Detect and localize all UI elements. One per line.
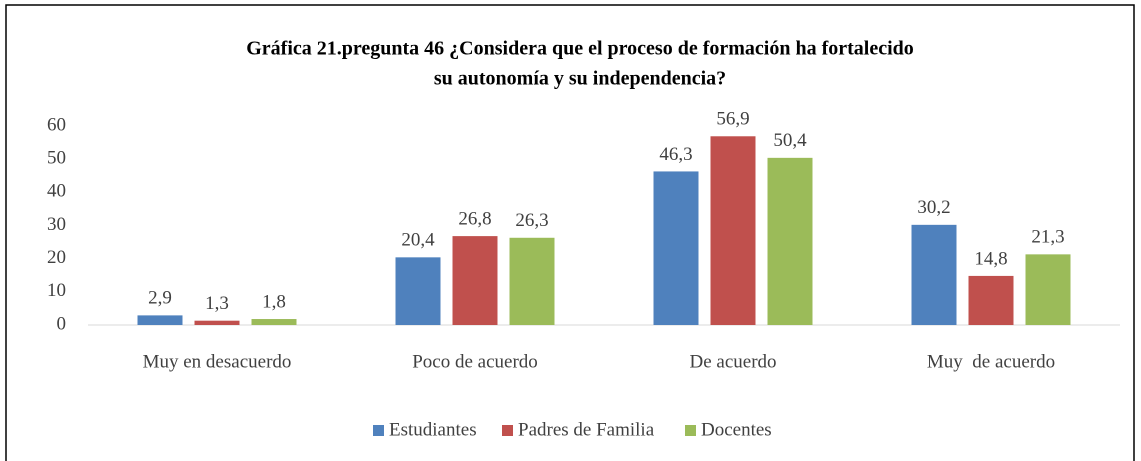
data-label: 26,8 xyxy=(458,208,491,229)
bar xyxy=(767,157,813,325)
bar xyxy=(911,224,957,325)
bar xyxy=(137,315,183,325)
legend-label: Padres de Familia xyxy=(518,419,655,440)
bar xyxy=(194,320,240,325)
y-tick-label: 10 xyxy=(47,280,66,301)
x-tick-label: Muy de acuerdo xyxy=(927,351,1055,372)
y-tick-label: 60 xyxy=(47,114,66,135)
bar xyxy=(653,171,699,325)
data-label: 56,9 xyxy=(716,109,749,130)
y-tick-label: 50 xyxy=(47,148,66,169)
data-label: 30,2 xyxy=(917,197,950,218)
y-tick-label: 40 xyxy=(47,181,66,202)
y-tick-label: 20 xyxy=(47,247,66,268)
data-label: 26,3 xyxy=(515,210,548,231)
legend-swatch xyxy=(685,425,696,436)
data-label: 21,3 xyxy=(1031,227,1064,248)
bar xyxy=(395,257,441,325)
data-label: 20,4 xyxy=(401,230,435,251)
y-tick-label: 0 xyxy=(57,313,67,334)
y-tick-label: 30 xyxy=(47,214,66,235)
chart-title: Gráfica 21.pregunta 46 ¿Considera que el… xyxy=(246,38,914,60)
data-label: 14,8 xyxy=(974,248,1007,269)
bar xyxy=(1025,254,1071,325)
data-label: 2,9 xyxy=(148,288,172,309)
x-tick-label: Poco de acuerdo xyxy=(412,351,538,372)
x-tick-label: De acuerdo xyxy=(689,351,776,372)
bar xyxy=(509,237,555,325)
bar xyxy=(251,319,297,325)
data-label: 50,4 xyxy=(773,130,807,151)
legend-swatch xyxy=(373,425,384,436)
chart-title: su autonomía y su independencia? xyxy=(434,68,726,90)
data-label: 1,3 xyxy=(205,293,229,314)
legend-swatch xyxy=(502,425,513,436)
bar xyxy=(710,136,756,325)
data-label: 46,3 xyxy=(659,144,692,165)
legend-label: Estudiantes xyxy=(389,419,477,440)
data-label: 1,8 xyxy=(262,291,286,312)
bar xyxy=(452,236,498,325)
bar xyxy=(968,275,1014,325)
x-tick-label: Muy en desacuerdo xyxy=(143,351,292,372)
legend-label: Docentes xyxy=(701,419,772,440)
